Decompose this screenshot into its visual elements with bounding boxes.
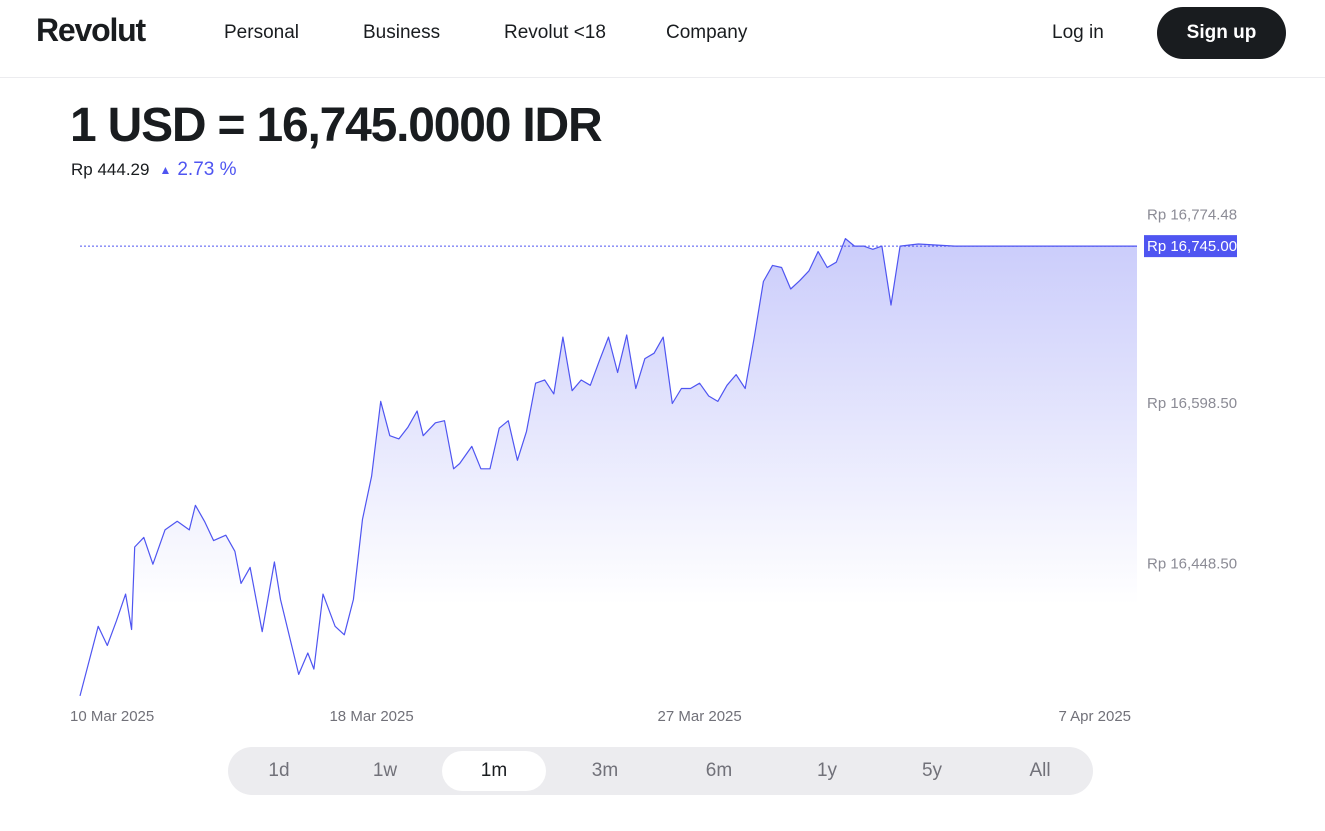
- series-area: [80, 238, 1137, 696]
- x-tick-label: 10 Mar 2025: [70, 708, 154, 725]
- range-1m[interactable]: 1m: [442, 751, 546, 791]
- nav-personal[interactable]: Personal: [224, 22, 299, 43]
- current-value-label: Rp 16,745.00: [1147, 238, 1237, 255]
- time-range-selector: 1d 1w 1m 3m 6m 1y 5y All: [228, 747, 1093, 795]
- series-line: [79, 238, 1137, 697]
- range-1y[interactable]: 1y: [816, 760, 838, 781]
- y-tick-label: Rp 16,774.48: [1147, 207, 1237, 224]
- x-tick-label: 27 Mar 2025: [658, 708, 742, 725]
- rate-change: Rp 444.29 ▲ 2.73 %: [71, 159, 237, 181]
- range-3m[interactable]: 3m: [591, 760, 619, 781]
- y-tick-label: Rp 16,598.50: [1147, 395, 1237, 412]
- signup-button[interactable]: Sign up: [1157, 7, 1286, 59]
- x-tick-label: 18 Mar 2025: [329, 708, 413, 725]
- nav-revolut-under-18[interactable]: Revolut <18: [504, 22, 606, 43]
- revolut-logo[interactable]: Revolut: [36, 12, 146, 48]
- rate-chart[interactable]: Rp 16,774.48 Rp 16,598.50 Rp 16,448.50 10 …: [0, 190, 1325, 730]
- range-6m[interactable]: 6m: [705, 760, 733, 781]
- range-5y[interactable]: 5y: [921, 760, 943, 781]
- x-tick-label: 7 Apr 2025: [1058, 708, 1131, 725]
- change-amount: Rp 444.29: [71, 160, 150, 179]
- top-nav: Revolut Personal Business Revolut <18 Co…: [0, 0, 1325, 78]
- change-percent: 2.73 %: [177, 159, 237, 180]
- range-1w[interactable]: 1w: [372, 760, 398, 781]
- y-tick-label: Rp 16,448.50: [1147, 556, 1237, 573]
- triangle-up-icon: ▲: [159, 163, 172, 177]
- nav-company[interactable]: Company: [666, 22, 748, 43]
- login-link[interactable]: Log in: [1052, 22, 1104, 43]
- exchange-rate-title: 1 USD = 16,745.0000 IDR: [70, 99, 603, 152]
- range-all[interactable]: All: [1029, 760, 1051, 781]
- current-value-badge: [1144, 235, 1237, 258]
- range-1d[interactable]: 1d: [268, 760, 290, 781]
- nav-business[interactable]: Business: [363, 22, 441, 43]
